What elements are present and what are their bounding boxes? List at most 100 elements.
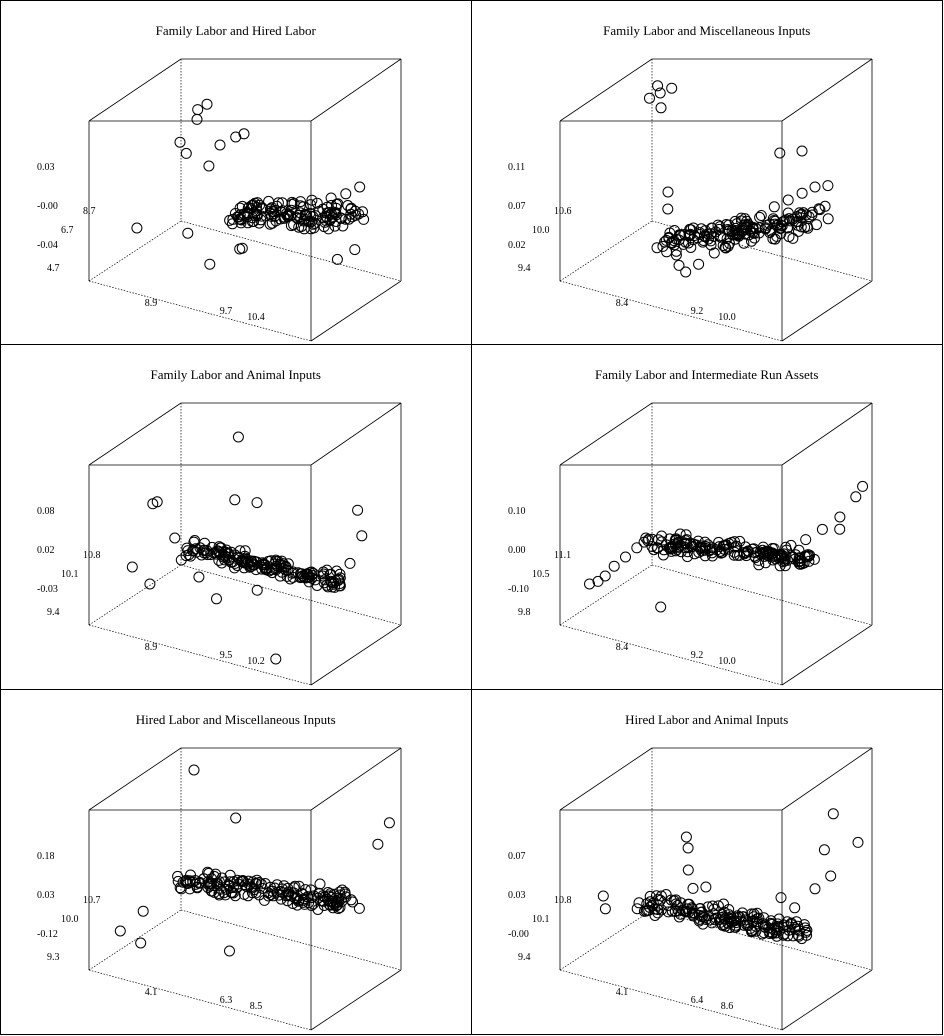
data-point xyxy=(796,187,808,199)
z-tick-label: 0.10 xyxy=(508,506,526,517)
data-point xyxy=(665,894,677,906)
data-point xyxy=(238,128,250,140)
scatter-markers xyxy=(114,764,395,957)
data-point xyxy=(254,199,265,211)
data-point xyxy=(646,534,658,546)
data-point xyxy=(687,882,698,894)
data-point xyxy=(692,547,704,559)
data-point xyxy=(323,207,335,218)
data-point xyxy=(651,242,662,254)
x-tick-label: 8.4 xyxy=(615,642,628,653)
data-point xyxy=(234,202,246,214)
data-point xyxy=(728,536,740,548)
data-point xyxy=(721,233,733,245)
data-point xyxy=(662,186,673,198)
data-point xyxy=(202,881,214,893)
data-point xyxy=(187,545,199,557)
data-point xyxy=(678,229,690,240)
data-point xyxy=(239,551,251,563)
x-tick-label: 8.9 xyxy=(145,298,158,309)
data-point xyxy=(773,913,784,925)
data-point xyxy=(649,909,660,921)
data-point xyxy=(751,907,763,919)
data-point xyxy=(169,532,181,544)
data-point xyxy=(204,258,216,270)
data-point xyxy=(306,194,318,206)
data-point xyxy=(682,864,694,876)
data-point xyxy=(769,215,781,227)
data-point xyxy=(339,888,351,900)
data-point xyxy=(126,561,138,573)
z-tick-label: 0.03 xyxy=(37,162,55,173)
data-point xyxy=(306,891,317,903)
data-point xyxy=(755,210,767,221)
scatter-plot-3d: 0.07 0.03 -0.00 4.1 6.4 8.6 10.8 10.1 9.4 xyxy=(508,747,872,1030)
data-point xyxy=(198,872,210,884)
data-point xyxy=(673,259,684,271)
data-point xyxy=(792,545,804,557)
data-point xyxy=(306,899,317,911)
data-point xyxy=(299,572,311,584)
data-point xyxy=(137,905,149,917)
y-tick-label: 6.7 xyxy=(61,225,74,236)
data-point xyxy=(745,908,757,920)
data-point xyxy=(722,908,734,920)
data-point xyxy=(322,581,334,593)
data-point xyxy=(270,564,282,576)
data-point xyxy=(299,898,311,910)
data-point xyxy=(682,842,694,854)
data-point xyxy=(763,218,775,230)
scatter-markers xyxy=(131,98,370,270)
box-edge xyxy=(310,58,402,122)
data-point xyxy=(248,556,260,568)
data-point xyxy=(325,569,337,581)
chart-title: Family Labor and Hired Labor xyxy=(155,23,316,38)
data-point xyxy=(250,564,262,576)
data-point xyxy=(780,214,792,226)
data-point xyxy=(652,534,664,546)
data-point xyxy=(679,906,691,918)
z-tick-label: 0.02 xyxy=(508,240,526,251)
data-point xyxy=(372,838,384,850)
data-point xyxy=(185,869,196,881)
data-point xyxy=(619,551,631,563)
data-point xyxy=(783,231,794,243)
box-edge-hidden xyxy=(651,220,872,282)
data-point xyxy=(277,558,289,570)
data-point xyxy=(736,225,748,237)
x-tick-label: 9.2 xyxy=(690,306,703,317)
data-point xyxy=(660,234,672,246)
data-point xyxy=(644,890,656,902)
scatter-markers xyxy=(643,80,834,278)
data-point xyxy=(778,928,790,940)
box-edge-hidden xyxy=(559,280,782,342)
data-point xyxy=(705,239,716,251)
data-point xyxy=(306,216,318,228)
y-tick-label: 4.7 xyxy=(47,263,60,274)
data-point xyxy=(309,210,321,222)
data-point xyxy=(234,209,246,221)
data-point xyxy=(305,199,317,211)
panel-family-animal: Family Labor and Animal Inputs 0.08 0.02 -… xyxy=(1,345,472,690)
data-point xyxy=(224,214,236,226)
data-point xyxy=(131,222,143,234)
data-point xyxy=(182,227,194,239)
data-point xyxy=(199,545,210,557)
data-point xyxy=(250,887,262,899)
data-point xyxy=(706,222,718,234)
data-point xyxy=(172,875,184,887)
data-point xyxy=(303,569,314,581)
panel-family-hired: Family Labor and Hired Labor 0.03 -0.00 -0… xyxy=(1,1,472,346)
y-tick-label: 10.1 xyxy=(61,569,79,580)
data-point xyxy=(822,213,834,225)
data-point xyxy=(291,899,303,911)
z-tick-label: -0.00 xyxy=(37,201,58,212)
data-point xyxy=(639,532,651,544)
data-point xyxy=(191,113,203,125)
box-edge xyxy=(781,969,872,1030)
data-point xyxy=(775,551,787,563)
data-point xyxy=(251,497,263,509)
data-point xyxy=(633,896,644,908)
data-point xyxy=(262,886,274,898)
data-point xyxy=(781,915,793,927)
